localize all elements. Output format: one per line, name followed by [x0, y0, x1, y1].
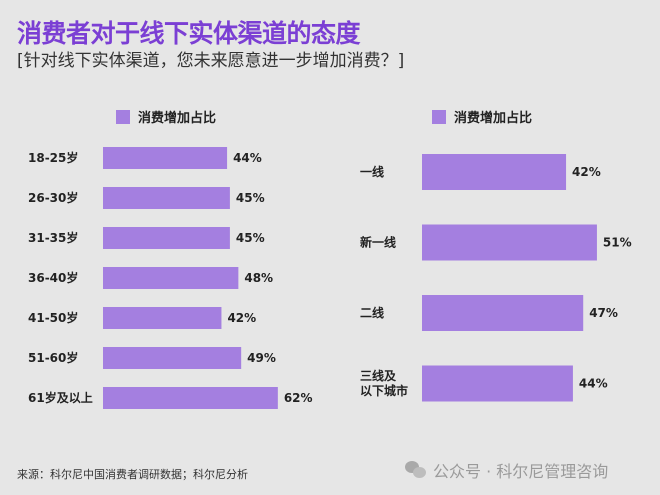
- bar: [422, 295, 584, 331]
- category-label: 41-50岁: [28, 310, 78, 325]
- page-title: 消费者对于线下实体渠道的态度: [17, 19, 361, 48]
- data-label: 48%: [244, 271, 273, 285]
- bar: [422, 154, 567, 190]
- bar: [103, 187, 230, 209]
- data-label: 49%: [247, 351, 276, 365]
- wechat-icon: [405, 461, 427, 479]
- category-label: 一线: [360, 164, 384, 179]
- legend-label: 消费增加占比: [454, 110, 532, 126]
- data-label: 42%: [572, 165, 601, 179]
- source-note: 来源：科尔尼中国消费者调研数据；科尔尼分析: [17, 468, 248, 481]
- category-label: 二线: [360, 305, 384, 320]
- category-label: 18-25岁: [28, 150, 78, 165]
- bar: [103, 347, 242, 369]
- category-label: 61岁及以上: [28, 390, 93, 405]
- legend-swatch: [432, 110, 446, 124]
- category-label: 36-40岁: [28, 270, 78, 285]
- data-label: 62%: [284, 391, 313, 405]
- data-label: 42%: [227, 311, 256, 325]
- page-subtitle: [针对线下实体渠道，您未来愿意进一步增加消费？]: [17, 51, 405, 71]
- category-label: 31-35岁: [28, 230, 78, 245]
- data-label: 51%: [603, 236, 632, 250]
- bar: [422, 224, 597, 261]
- legend-label: 消费增加占比: [138, 110, 216, 126]
- data-label: 44%: [233, 151, 262, 165]
- bar: [103, 267, 239, 289]
- data-label: 47%: [589, 306, 618, 320]
- category-label: 26-30岁: [28, 190, 78, 205]
- data-label: 45%: [236, 231, 265, 245]
- data-label: 45%: [236, 191, 265, 205]
- bar: [103, 307, 222, 329]
- watermark-text: 公众号 · 科尔尼管理咨询: [433, 462, 609, 481]
- category-label: 以下城市: [360, 383, 408, 398]
- legend-swatch: [116, 110, 130, 124]
- watermark: 公众号 · 科尔尼管理咨询: [405, 458, 608, 482]
- category-label: 51-60岁: [28, 350, 78, 365]
- category-label: 新一线: [360, 235, 396, 250]
- bar: [422, 365, 573, 402]
- bar: [103, 147, 228, 169]
- data-label: 44%: [579, 377, 608, 391]
- category-label: 三线及: [360, 368, 397, 383]
- bar: [103, 387, 278, 409]
- bar: [103, 227, 230, 249]
